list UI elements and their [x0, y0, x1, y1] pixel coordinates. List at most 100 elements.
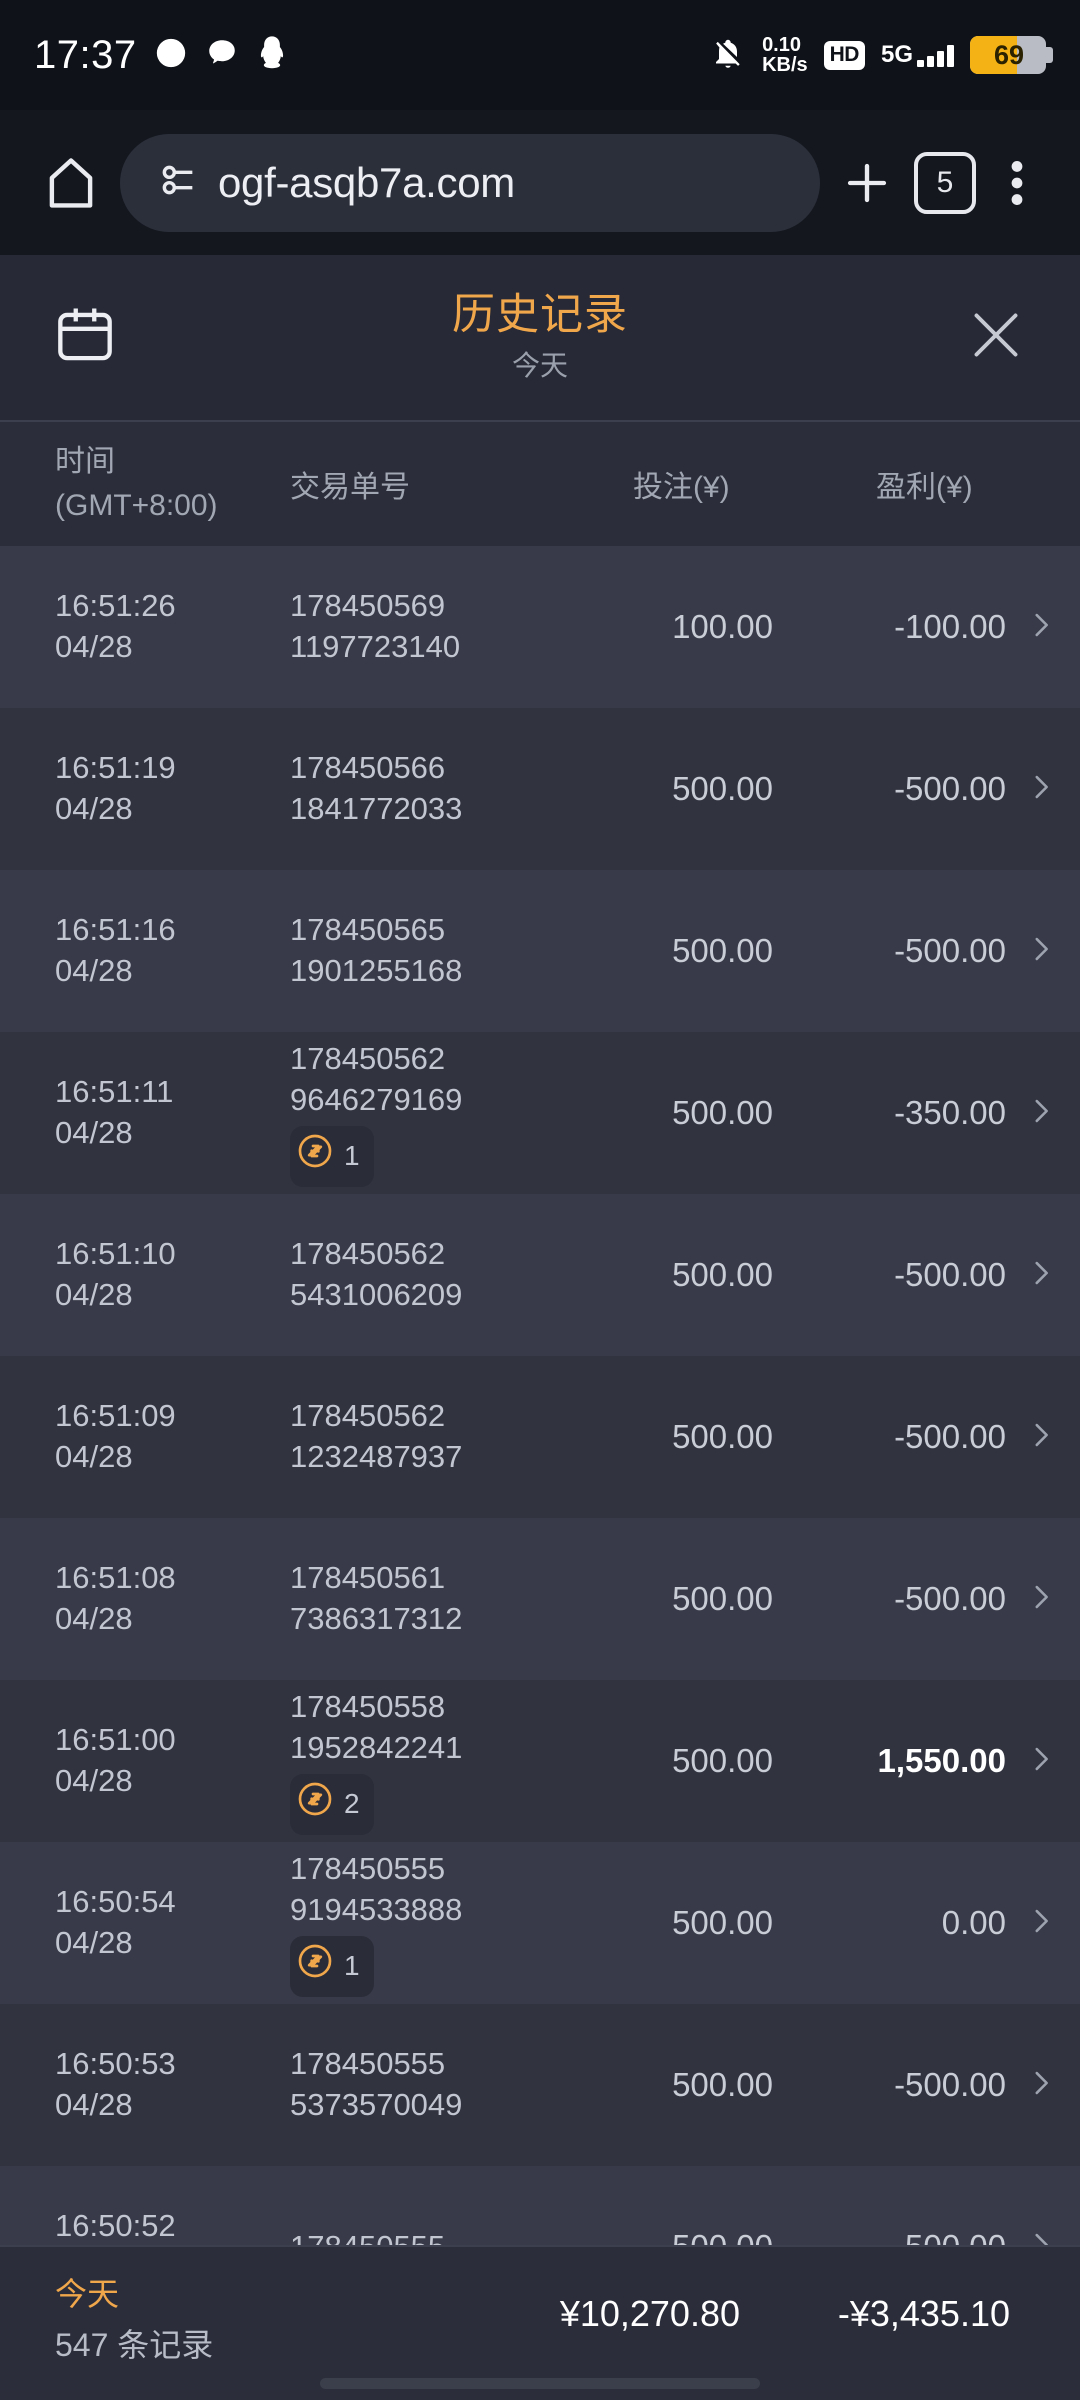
row-order-id: 178450562 5431006209 — [290, 1234, 462, 1316]
row-order-id-part1: 178450569 — [290, 588, 446, 624]
row-time: 16:51:16 04/28 — [55, 910, 176, 992]
table-row[interactable]: 16:51:08 04/28 178450561 7386317312 500.00 -5… — [0, 1518, 1080, 1680]
row-date-value: 04/28 — [55, 1601, 133, 1636]
row-date-value: 04/28 — [55, 1763, 133, 1798]
table-row[interactable]: 16:51:11 04/28 178450562 9646279169 1 500.00 -… — [0, 1032, 1080, 1194]
chevron-right-icon[interactable] — [1024, 1742, 1058, 1781]
table-row[interactable]: 16:51:00 04/28 178450558 1952842241 2 500.00 1… — [0, 1680, 1080, 1842]
row-bet-amount: 500.00 — [672, 1256, 773, 1293]
row-order-id: 178450558 1952842241 2 — [290, 1687, 462, 1835]
row-order-id: 178450569 1197723140 — [290, 586, 460, 668]
chevron-right-icon[interactable] — [1024, 2066, 1058, 2105]
chevron-right-icon[interactable] — [1024, 608, 1058, 647]
chevron-right-icon[interactable] — [1024, 770, 1058, 809]
row-bet-amount: 100.00 — [672, 608, 773, 645]
chevron-right-icon[interactable] — [1024, 2228, 1058, 2246]
row-order-id: 178450566 1841772033 — [290, 748, 462, 830]
table-row[interactable]: 16:50:5204/28 178450555 500.00 -500.00 — [0, 2166, 1080, 2246]
row-profit-amount: -500.00 — [894, 932, 1006, 969]
row-order-id-part1: 178450562 — [290, 1398, 446, 1434]
table-header: 时间 (GMT+8:00) 交易单号 投注(¥) 盈利(¥) — [0, 420, 1080, 546]
table-row[interactable]: 16:51:10 04/28 178450562 5431006209 500.00 -5… — [0, 1194, 1080, 1356]
table-row[interactable]: 16:50:54 04/28 178450555 9194533888 1 500.00 0… — [0, 1842, 1080, 2004]
rebet-badge[interactable]: 1 — [290, 1935, 374, 1997]
row-date-value: 04/28 — [55, 2087, 133, 2122]
row-order-id: 178450565 1901255168 — [290, 910, 462, 992]
permission-key-icon[interactable] — [154, 157, 200, 208]
hd-icon: HD — [823, 40, 865, 70]
browser-toolbar: ogf-asqb7a.com 5 — [0, 110, 1080, 255]
row-order-id-part2: 5373570049 — [290, 2087, 463, 2122]
row-order-id-part1: 178450566 — [290, 750, 446, 786]
plus-icon[interactable] — [838, 154, 896, 212]
row-order-id-part2: 1901255168 — [290, 953, 463, 988]
row-time-value: 16:51:11 — [55, 1074, 174, 1110]
home-icon[interactable] — [40, 152, 102, 214]
row-date-value: 04/28 — [55, 629, 133, 664]
column-header-timezone: (GMT+8:00) — [55, 488, 218, 522]
row-time-value: 16:51:19 — [55, 750, 176, 786]
row-date-value: 04/28 — [55, 791, 133, 826]
transaction-list[interactable]: 16:51:26 04/28 178450569 1197723140 100.00 -1… — [0, 546, 1080, 2246]
table-row[interactable]: 16:51:16 04/28 178450565 1901255168 500.00 -5… — [0, 870, 1080, 1032]
home-gesture-bar[interactable] — [320, 2378, 760, 2389]
row-order-id-part2: 9646279169 — [290, 1082, 463, 1118]
row-order-id: 178450561 7386317312 — [290, 1558, 462, 1640]
row-bet-amount: 500.00 — [672, 1742, 773, 1779]
tab-count-button[interactable]: 5 — [914, 151, 976, 214]
row-order-id-part2: 7386317312 — [290, 1601, 463, 1636]
row-order-id-part2: 1197723140 — [290, 629, 461, 664]
row-order-id-part2: 9194533888 — [290, 1892, 463, 1928]
summary-footer: 今天 547 条记录 ¥10,270.80 -¥3,435.10 — [0, 2245, 1080, 2400]
row-time: 16:51:00 04/28 — [55, 1720, 176, 1802]
row-profit-amount: -500.00 — [894, 1256, 1006, 1293]
row-order-id: 178450555 9194533888 1 — [290, 1849, 462, 1997]
rebet-badge[interactable]: 1 — [290, 1125, 374, 1187]
three-dots-menu-icon[interactable] — [994, 154, 1040, 212]
row-bet-amount: 500.00 — [672, 2066, 773, 2103]
chevron-right-icon[interactable] — [1024, 1580, 1058, 1619]
row-order-id: 178450562 1232487937 — [290, 1396, 462, 1478]
url-text: ogf-asqb7a.com — [218, 158, 515, 206]
row-time-value: 16:50:53 — [55, 2046, 176, 2082]
row-order-id-part1: 178450555 — [290, 1851, 446, 1887]
chevron-right-icon[interactable] — [1024, 1256, 1058, 1295]
clock: 17:37 — [34, 32, 137, 77]
row-time-value: 16:51:08 — [55, 1560, 176, 1596]
chevron-right-icon[interactable] — [1024, 1418, 1058, 1457]
row-bet-amount: 500.00 — [672, 1580, 773, 1617]
url-bar[interactable]: ogf-asqb7a.com — [120, 133, 820, 232]
page-header: 历史记录 今天 — [0, 255, 1080, 420]
table-row[interactable]: 16:51:26 04/28 178450569 1197723140 100.00 -1… — [0, 546, 1080, 708]
row-order-id-part2: 5431006209 — [290, 1277, 463, 1312]
row-date-value: 04/28 — [55, 1439, 133, 1474]
row-profit-amount: 1,550.00 — [877, 1742, 1006, 1779]
chevron-right-icon[interactable] — [1024, 1904, 1058, 1943]
row-time-value: 16:51:26 — [55, 588, 176, 624]
chevron-right-icon[interactable] — [1024, 1094, 1058, 1133]
rebet-badge[interactable]: 2 — [290, 1773, 374, 1835]
chevron-right-icon[interactable] — [1024, 932, 1058, 971]
row-profit-amount: -500.00 — [894, 2066, 1006, 2103]
table-row[interactable]: 16:51:19 04/28 178450566 1841772033 500.00 -5… — [0, 708, 1080, 870]
table-row[interactable]: 16:51:09 04/28 178450562 1232487937 500.00 -5… — [0, 1356, 1080, 1518]
row-order-id-part1: 178450558 — [290, 1689, 446, 1725]
close-x-icon[interactable] — [960, 299, 1032, 376]
row-bet-amount: 500.00 — [672, 770, 773, 807]
row-order-id-part2: 1232487937 — [290, 1439, 463, 1474]
network-speed: 0.10 KB/s — [762, 34, 808, 75]
row-time: 16:50:53 04/28 — [55, 2044, 176, 2126]
signal-bars-icon — [917, 45, 954, 67]
row-date-value: 04/28 — [55, 1115, 133, 1150]
rebet-badge-count: 1 — [344, 1140, 360, 1172]
message-bubble-icon — [205, 36, 239, 75]
column-header-time-label: 时间 — [55, 445, 115, 478]
row-time: 16:51:10 04/28 — [55, 1234, 176, 1316]
signal-indicator: 5G — [881, 43, 954, 67]
table-row[interactable]: 16:50:53 04/28 178450555 5373570049 500.00 -5… — [0, 2004, 1080, 2166]
footer-today-label: 今天 — [55, 2276, 120, 2312]
row-order-id-part1: 178450555 — [290, 2227, 445, 2246]
rebet-badge-count: 2 — [344, 1788, 360, 1820]
calendar-icon[interactable] — [48, 298, 122, 377]
row-time: 16:50:5204/28 — [55, 2206, 176, 2246]
